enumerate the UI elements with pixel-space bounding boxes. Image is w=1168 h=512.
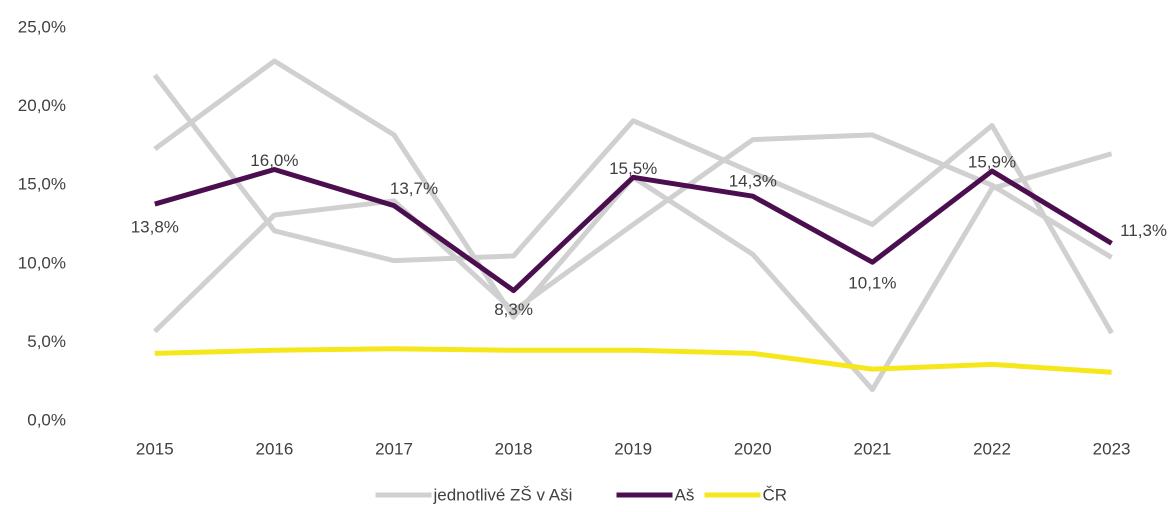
x-tick-label: 2016 <box>255 439 293 458</box>
x-tick-label: 2023 <box>1093 439 1131 458</box>
series-line <box>154 346 1112 375</box>
x-tick-label: 2015 <box>136 439 174 458</box>
legend-label: Aš <box>675 485 695 504</box>
y-tick-label: 0,0% <box>27 410 66 429</box>
y-tick-label: 15,0% <box>18 175 66 194</box>
x-tick-label: 2017 <box>375 439 413 458</box>
x-tick-label: 2018 <box>495 439 533 458</box>
y-tick-label: 10,0% <box>18 253 66 272</box>
legend-label: jednotlivé ZŠ v Aši <box>433 485 573 504</box>
series-line <box>152 73 1114 335</box>
y-tick-label: 25,0% <box>18 17 66 36</box>
data-label: 15,5% <box>609 159 657 178</box>
series-line <box>154 166 1113 294</box>
data-label: 16,0% <box>250 151 298 170</box>
legend-label: ČR <box>763 485 788 504</box>
x-tick-label: 2022 <box>973 439 1011 458</box>
data-label: 11,3% <box>1120 221 1167 240</box>
data-label: 14,3% <box>729 172 777 191</box>
data-label: 10,1% <box>848 274 896 293</box>
x-tick-label: 2021 <box>853 439 891 458</box>
series-line <box>153 132 1113 334</box>
x-tick-label: 2020 <box>734 439 772 458</box>
y-tick-label: 20,0% <box>18 96 66 115</box>
data-label: 13,8% <box>131 218 179 237</box>
data-label: 15,9% <box>968 153 1016 172</box>
x-tick-label: 2019 <box>614 439 652 458</box>
data-label: 13,7% <box>390 179 438 198</box>
data-label: 8,3% <box>494 300 533 319</box>
y-tick-label: 5,0% <box>27 332 66 351</box>
